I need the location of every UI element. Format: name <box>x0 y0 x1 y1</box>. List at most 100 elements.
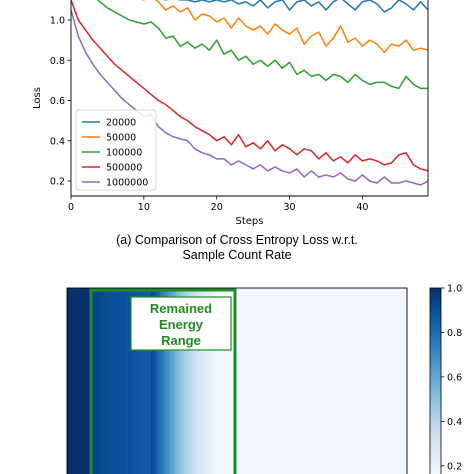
heatmap-column <box>330 288 340 474</box>
x-ticks: 0 10 20 30 40 <box>68 196 368 213</box>
heatmap-core-strip <box>110 288 112 474</box>
y-tick-label: 0.6 <box>50 96 65 107</box>
y-tick-label: 0.4 <box>50 136 65 147</box>
heatmap-falloff-strip <box>151 288 153 474</box>
heatmap-falloff-strip <box>199 288 201 474</box>
heatmap-core-strip <box>101 288 104 474</box>
heatmap-core-strip <box>98 288 100 474</box>
heatmap-falloff-strip <box>219 288 221 474</box>
heatmap-core-strip <box>97 288 99 474</box>
heatmap-falloff-strip <box>183 288 185 474</box>
heatmap-falloff-strip <box>167 288 170 474</box>
heatmap-column <box>220 288 230 474</box>
y-ticks: 0.2 0.4 0.6 0.8 1.0 <box>50 16 71 188</box>
heatmap-column <box>390 288 400 474</box>
x-tick-label: 40 <box>356 202 368 213</box>
heatmap-core-strip <box>123 288 125 474</box>
heatmap-core-strip <box>99 288 101 474</box>
y-axis-label: Loss <box>32 87 43 109</box>
heatmap-core-strip <box>111 288 113 474</box>
heatmap-core-strip <box>107 288 110 474</box>
heatmap-core-strip <box>141 288 143 474</box>
heatmap-column <box>373 288 383 474</box>
x-axis-label: Steps <box>236 216 264 227</box>
heatmap-core-strip <box>112 288 114 474</box>
heatmap-falloff-strip <box>218 288 220 474</box>
heatmap-core-strip <box>148 288 150 474</box>
x-tick-label: 0 <box>68 202 74 213</box>
heatmap-core-strip <box>95 288 98 474</box>
heatmap-column <box>254 288 264 474</box>
heatmap-core-strip <box>106 288 108 474</box>
heatmap-falloff-strip <box>201 288 203 474</box>
legend-label-100000: 100000 <box>106 148 142 159</box>
heatmap-falloff-strip <box>184 288 186 474</box>
heatmap-core-strip <box>149 288 152 474</box>
heatmap-column <box>356 288 366 474</box>
heatmap-falloff-strip <box>176 288 178 474</box>
heatmap-falloff-strip <box>200 288 202 474</box>
heatmap-core-strip <box>103 288 105 474</box>
heatmap-falloff-strip <box>166 288 168 474</box>
heatmap-falloff-strip <box>207 288 209 474</box>
heatmap-falloff-strip <box>170 288 172 474</box>
heatmap-falloff-strip <box>220 288 222 474</box>
y-tick-label: 0.8 <box>50 56 65 67</box>
heatmap-falloff-strip <box>179 288 182 474</box>
heatmap-falloff-strip <box>164 288 166 474</box>
heatmap-core-strip <box>134 288 136 474</box>
heatmap-falloff-strip <box>161 288 164 474</box>
heatmap-core-strip <box>143 288 146 474</box>
heatmap-falloff-strip <box>185 288 188 474</box>
heatmap-core-strip <box>128 288 130 474</box>
heatmap-core-strip <box>137 288 140 474</box>
heatmap-falloff-strip <box>172 288 174 474</box>
loss-line-chart: 0 10 20 30 40 0.2 0.4 0.6 0.8 1.0 Steps Loss 200… <box>32 0 429 262</box>
series-line-1000000 <box>71 9 428 186</box>
heatmap-core-strip <box>127 288 129 474</box>
colorbar-tick-label: 0.6 <box>447 372 462 383</box>
legend: 20000 50000 100000 500000 1000000 <box>75 109 157 191</box>
heatmap-core-strip <box>105 288 107 474</box>
heatmap-core-strip <box>115 288 117 474</box>
heatmap-falloff-strip <box>208 288 210 474</box>
annotation-box <box>130 296 232 351</box>
heatmap-core-strip <box>116 288 118 474</box>
series-lines <box>71 0 428 186</box>
heatmap-core-strip <box>129 288 131 474</box>
heatmap-columns <box>67 288 408 474</box>
heatmap-falloff-strip <box>213 288 215 474</box>
heatmap-column <box>398 288 408 474</box>
heatmap-column <box>381 288 391 474</box>
heatmap-column <box>279 288 289 474</box>
heatmap-core-strip <box>104 288 106 474</box>
heatmap-falloff-strip <box>169 288 171 474</box>
series-line-500000 <box>71 0 428 172</box>
heatmap-column <box>322 288 332 474</box>
heatmap-core-strip <box>140 288 142 474</box>
heatmap-falloff-strip <box>202 288 204 474</box>
series-line-20000 <box>163 0 428 13</box>
heatmap-core-strip <box>94 288 96 474</box>
colorbar-tick-label: 0.2 <box>447 461 462 472</box>
heatmap-falloff-strip <box>159 288 161 474</box>
heatmap-falloff-strip <box>196 288 198 474</box>
heatmap-column <box>288 288 298 474</box>
legend-label-1000000: 1000000 <box>106 178 148 189</box>
heatmap-core-strip <box>139 288 141 474</box>
heatmap-column <box>228 288 238 474</box>
heatmap-column <box>305 288 315 474</box>
heatmap-falloff-strip <box>197 288 200 474</box>
colorbar-gradient <box>429 287 442 474</box>
heatmap-column <box>347 288 357 474</box>
heatmap-core-strip <box>125 288 128 474</box>
heatmap-falloff-strip <box>215 288 218 474</box>
heatmap-falloff-strip <box>175 288 177 474</box>
heatmap-falloff-strip <box>205 288 207 474</box>
heatmap-falloff-strip <box>152 288 154 474</box>
heatmap-falloff-strip <box>177 288 179 474</box>
heatmap-falloff-strip <box>209 288 212 474</box>
heatmap-falloff-strip <box>193 288 195 474</box>
heatmap-core-strip <box>145 288 147 474</box>
